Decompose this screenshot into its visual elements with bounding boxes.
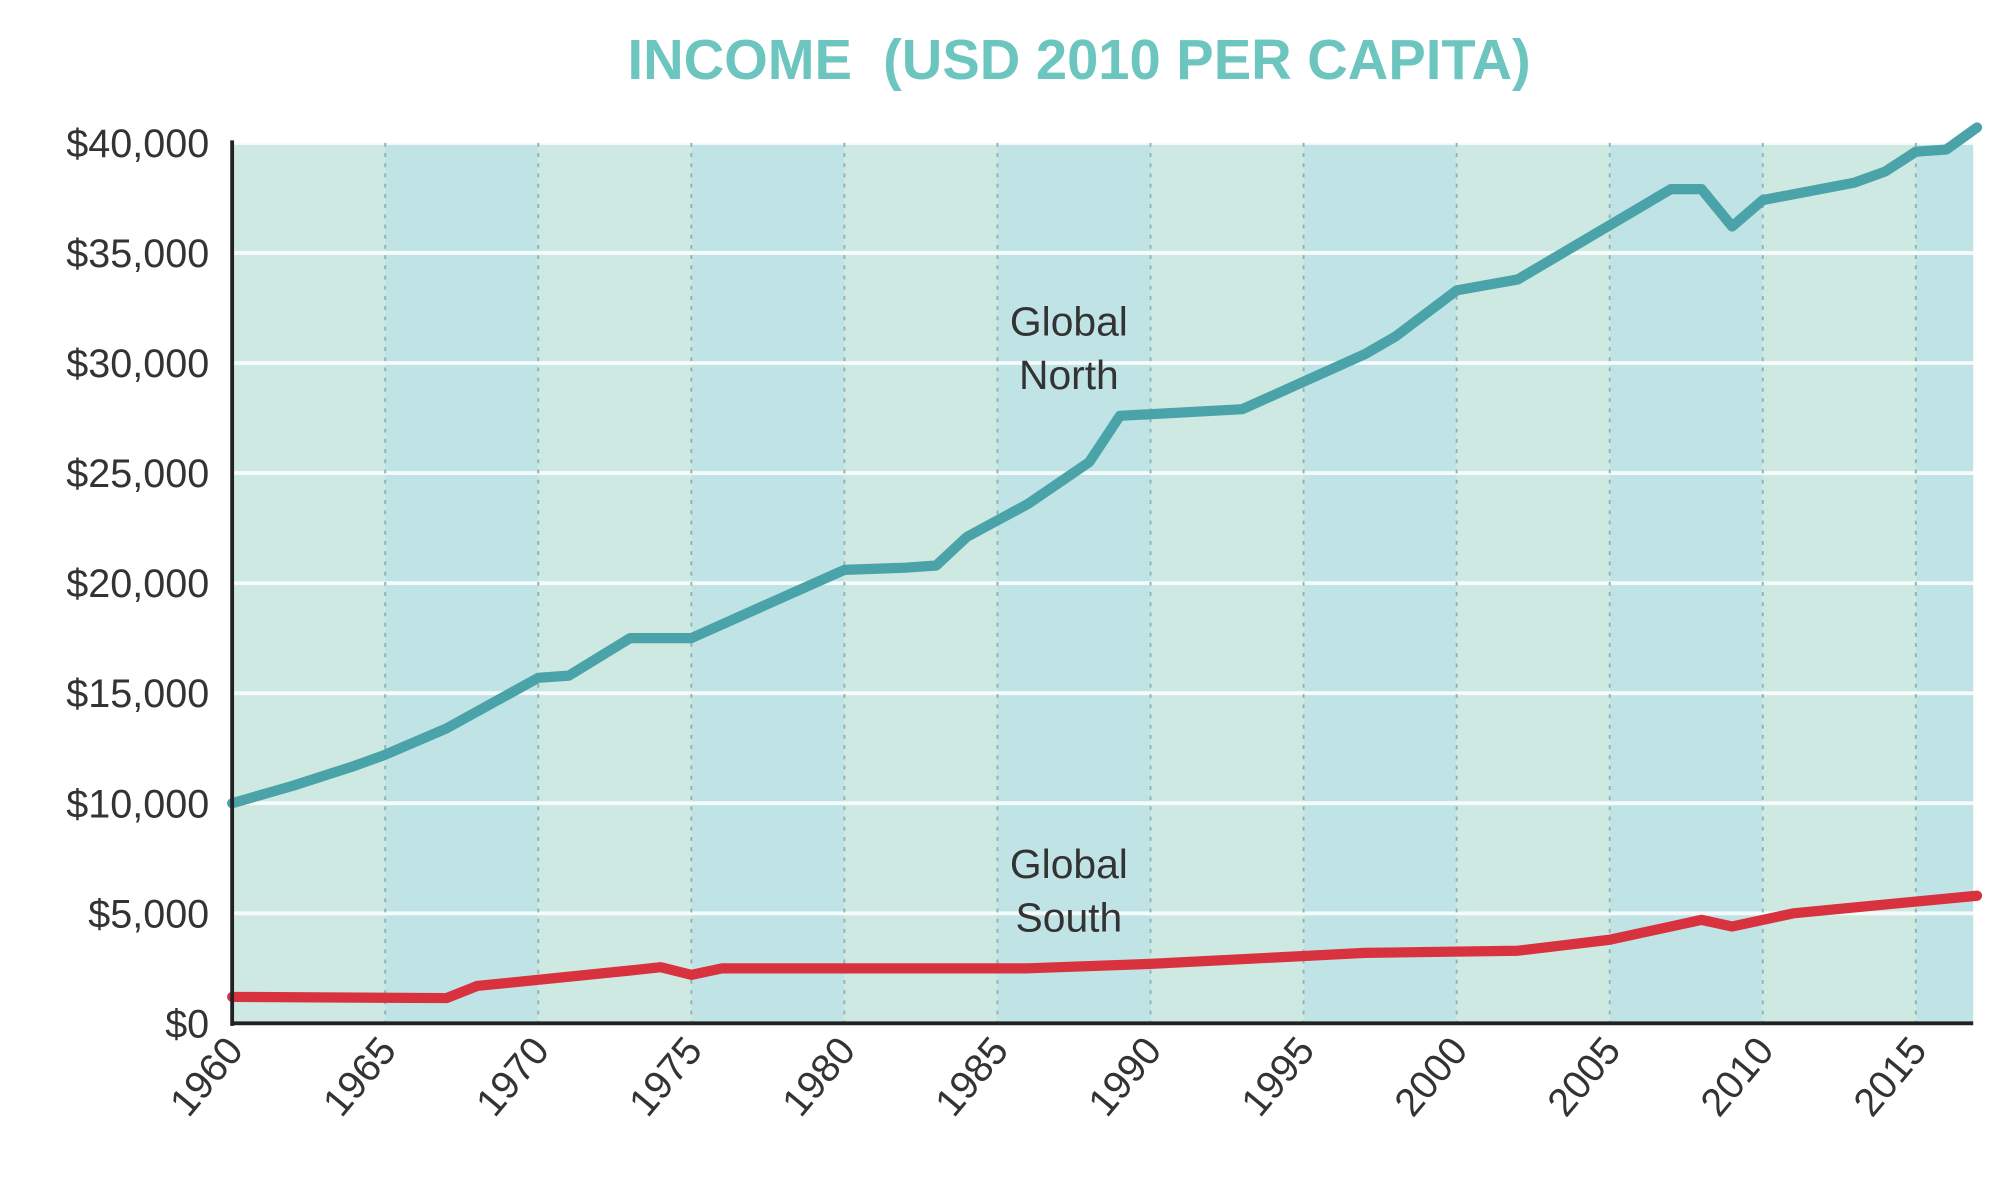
y-tick-label: $25,000	[66, 452, 209, 496]
x-tick-label: 2015	[1845, 1029, 1935, 1125]
x-tick-label: 1990	[1080, 1029, 1170, 1125]
y-tick-label: $40,000	[66, 122, 209, 166]
series-label-north-line1: Global	[1010, 299, 1128, 345]
x-tick-label: 1965	[315, 1029, 405, 1125]
x-tick-label: 2000	[1386, 1029, 1476, 1125]
x-tick-label: 1985	[927, 1029, 1017, 1125]
series-label-north-line2: North	[1019, 352, 1119, 398]
series-lines	[227, 122, 1983, 1004]
y-tick-label: $35,000	[66, 232, 209, 276]
x-tick-label: 1975	[621, 1029, 711, 1125]
series-line-global-south	[227, 890, 1983, 1004]
series-label-south-line1: Global	[1010, 841, 1128, 887]
y-tick-label: $10,000	[66, 782, 209, 826]
y-tick-label: $15,000	[66, 672, 209, 716]
x-tick-label: 1970	[468, 1029, 558, 1125]
chart-title: INCOME (USD 2010 PER CAPITA)	[627, 28, 1530, 91]
series-label-south-line2: South	[1016, 894, 1123, 940]
x-tick-label: 1995	[1233, 1029, 1323, 1125]
y-tick-label: $20,000	[66, 562, 209, 606]
x-tick-label: 2010	[1692, 1029, 1782, 1125]
series-line-global-north	[227, 122, 1983, 809]
x-tick-label: 2005	[1539, 1029, 1629, 1125]
y-tick-label: $5,000	[88, 892, 209, 936]
x-tick-label: 1980	[774, 1029, 864, 1125]
y-tick-label: $30,000	[66, 342, 209, 386]
y-tick-label: $0	[165, 1002, 209, 1046]
